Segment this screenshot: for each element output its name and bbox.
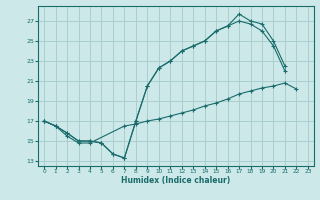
X-axis label: Humidex (Indice chaleur): Humidex (Indice chaleur) <box>121 176 231 185</box>
